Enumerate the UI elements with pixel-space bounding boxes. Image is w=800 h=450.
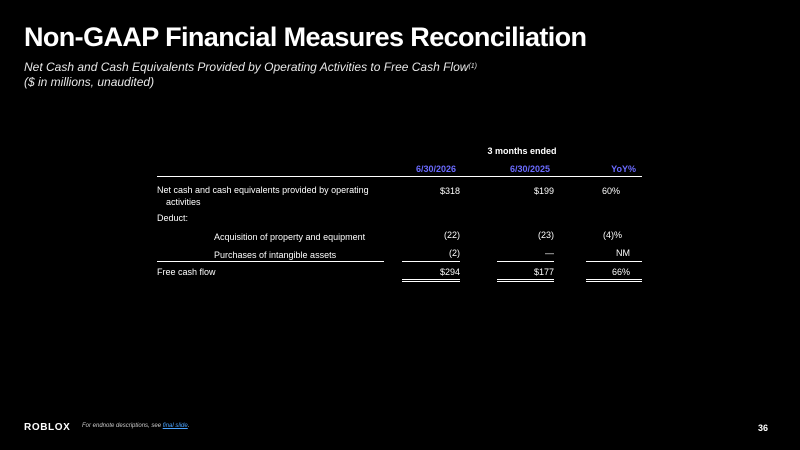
column-header-yoy: YoY% <box>611 164 636 174</box>
subtitle: Net Cash and Cash Equivalents Provided b… <box>24 60 477 90</box>
subtitle-line1: Net Cash and Cash Equivalents Provided b… <box>24 60 469 74</box>
page-number: 36 <box>757 423 768 433</box>
row-label-ppe: Acquisition of property and equipment <box>214 232 366 242</box>
page-title: Non-GAAP Financial Measures Reconciliati… <box>24 22 587 52</box>
intangibles-2026: (2) <box>449 248 460 258</box>
total-rule-2025-bottom <box>497 281 554 282</box>
fcf-2026: $294 <box>439 267 460 277</box>
fcf-yoy: 66% <box>611 267 630 277</box>
subtitle-line2: ($ in millions, unaudited) <box>24 75 155 89</box>
ncfo-yoy: 60% <box>601 186 620 196</box>
row-label-ncfo: Net cash and cash equivalents provided b… <box>157 185 369 207</box>
row-label-deduct: Deduct: <box>157 213 189 223</box>
row-label-intangibles: Purchases of intangible assets <box>214 250 337 260</box>
final-slide-link[interactable]: final slide <box>162 423 188 429</box>
subtotal-rule-yoy <box>586 261 642 262</box>
total-rule-2025-top <box>497 279 554 280</box>
fcf-2025: $177 <box>533 267 554 277</box>
total-rule-2026-bottom <box>402 281 460 282</box>
period-header: 3 months ended <box>487 146 557 156</box>
subtotal-rule-2026 <box>402 261 460 262</box>
ppe-2025: (23) <box>537 230 554 240</box>
column-header-2025: 6/30/2025 <box>509 164 550 174</box>
intangibles-yoy: NM <box>616 248 630 258</box>
total-rule-yoy-top <box>586 279 642 280</box>
column-header-2026: 6/30/2026 <box>415 164 456 174</box>
ncfo-2026: $318 <box>439 186 460 196</box>
ppe-yoy: (4)% <box>602 230 622 240</box>
subtotal-rule-label <box>157 261 384 262</box>
ppe-2026: (22) <box>443 230 460 240</box>
footnote-marker: (1) <box>468 63 477 70</box>
total-rule-yoy-bottom <box>586 281 642 282</box>
row-label-fcf: Free cash flow <box>157 267 216 277</box>
roblox-logo: ROBLOX <box>24 422 71 433</box>
subtotal-rule-2025 <box>497 261 554 262</box>
footer-note: For endnote descriptions, see final slid… <box>82 423 190 429</box>
intangibles-2025: — <box>545 248 554 258</box>
header-rule <box>157 176 642 177</box>
total-rule-2026-top <box>402 279 460 280</box>
ncfo-2025: $199 <box>533 186 554 196</box>
